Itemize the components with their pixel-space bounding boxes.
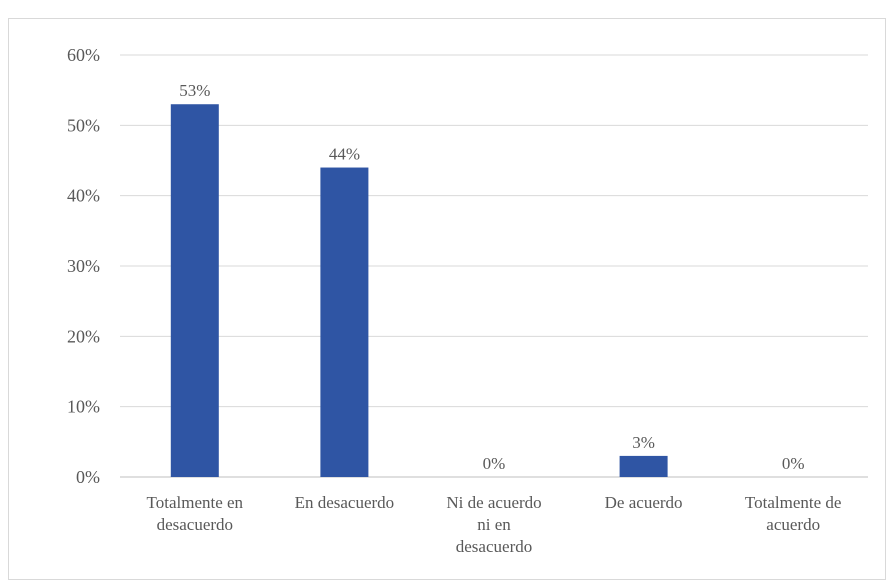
y-tick-label: 40% xyxy=(67,186,100,206)
data-label: 44% xyxy=(329,145,360,164)
y-tick-label: 30% xyxy=(67,256,100,276)
category-label: Ni de acuerdo ni en desacuerdo xyxy=(446,493,541,556)
category-label: Totalmente de acuerdo xyxy=(745,493,842,534)
category-label-line: De acuerdo xyxy=(605,493,683,512)
category-label: De acuerdo xyxy=(605,493,683,512)
category-label-line: Ni de acuerdo xyxy=(446,493,541,512)
y-tick-label: 10% xyxy=(67,397,100,417)
data-label: 3% xyxy=(632,433,655,452)
category-label: En desacuerdo xyxy=(295,493,395,512)
data-label: 0% xyxy=(782,454,805,473)
bar xyxy=(619,455,668,477)
data-label: 53% xyxy=(179,81,210,100)
y-tick-label: 60% xyxy=(67,45,100,65)
category-label-line: Totalmente de xyxy=(745,493,842,512)
y-tick-label: 20% xyxy=(67,326,100,346)
data-label: 0% xyxy=(483,454,506,473)
y-tick-label: 0% xyxy=(76,467,100,487)
category-label-line: ni en xyxy=(477,515,511,534)
category-label-line: acuerdo xyxy=(766,515,820,534)
category-label-line: desacuerdo xyxy=(456,537,532,556)
bar xyxy=(320,167,369,478)
bar xyxy=(170,104,219,477)
category-label-line: desacuerdo xyxy=(157,515,233,534)
category-label: Totalmente en desacuerdo xyxy=(147,493,244,534)
category-label-line: En desacuerdo xyxy=(295,493,395,512)
chart-frame xyxy=(8,18,886,580)
category-label-line: Totalmente en xyxy=(147,493,244,512)
y-tick-label: 50% xyxy=(67,115,100,135)
